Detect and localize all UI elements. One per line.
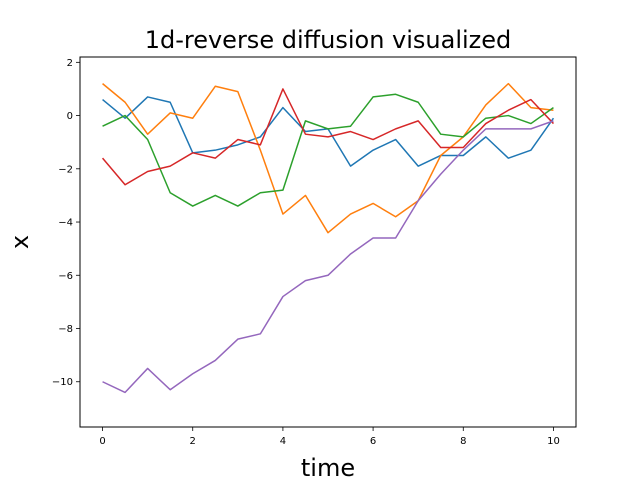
- y-axis: 2 0 −2 −4 −6 −8 −10: [52, 58, 80, 388]
- x-tick-label: 6: [370, 436, 376, 447]
- series-group: [101, 82, 555, 394]
- axes-background: [80, 57, 576, 427]
- x-tick-label: 2: [190, 436, 196, 447]
- y-tick-label: 2: [67, 58, 73, 69]
- x-tick-label: 4: [280, 436, 286, 447]
- series-line-4: [101, 88, 554, 186]
- x-axis-label: time: [301, 454, 355, 480]
- y-tick-label: 0: [67, 111, 73, 122]
- x-axis: 0 2 4 6 8 10: [99, 427, 560, 447]
- series-line-3: [102, 93, 554, 207]
- y-tick-label: −2: [58, 164, 73, 175]
- y-tick-label: −4: [58, 218, 73, 229]
- y-tick-label: −8: [58, 324, 73, 335]
- y-tick-label: −6: [58, 271, 73, 282]
- axes-frame: [79, 56, 577, 428]
- x-tick-label: 8: [460, 436, 466, 447]
- y-axis-label: x: [6, 235, 34, 249]
- series-line-2: [102, 82, 554, 234]
- y-tick-label: −10: [52, 377, 73, 388]
- plot-area: [79, 56, 577, 428]
- series-line-5: [102, 120, 554, 394]
- x-tick-label: 10: [547, 436, 560, 447]
- chart-title: 1d-reverse diffusion visualized: [145, 26, 512, 54]
- x-tick-label: 0: [99, 436, 105, 447]
